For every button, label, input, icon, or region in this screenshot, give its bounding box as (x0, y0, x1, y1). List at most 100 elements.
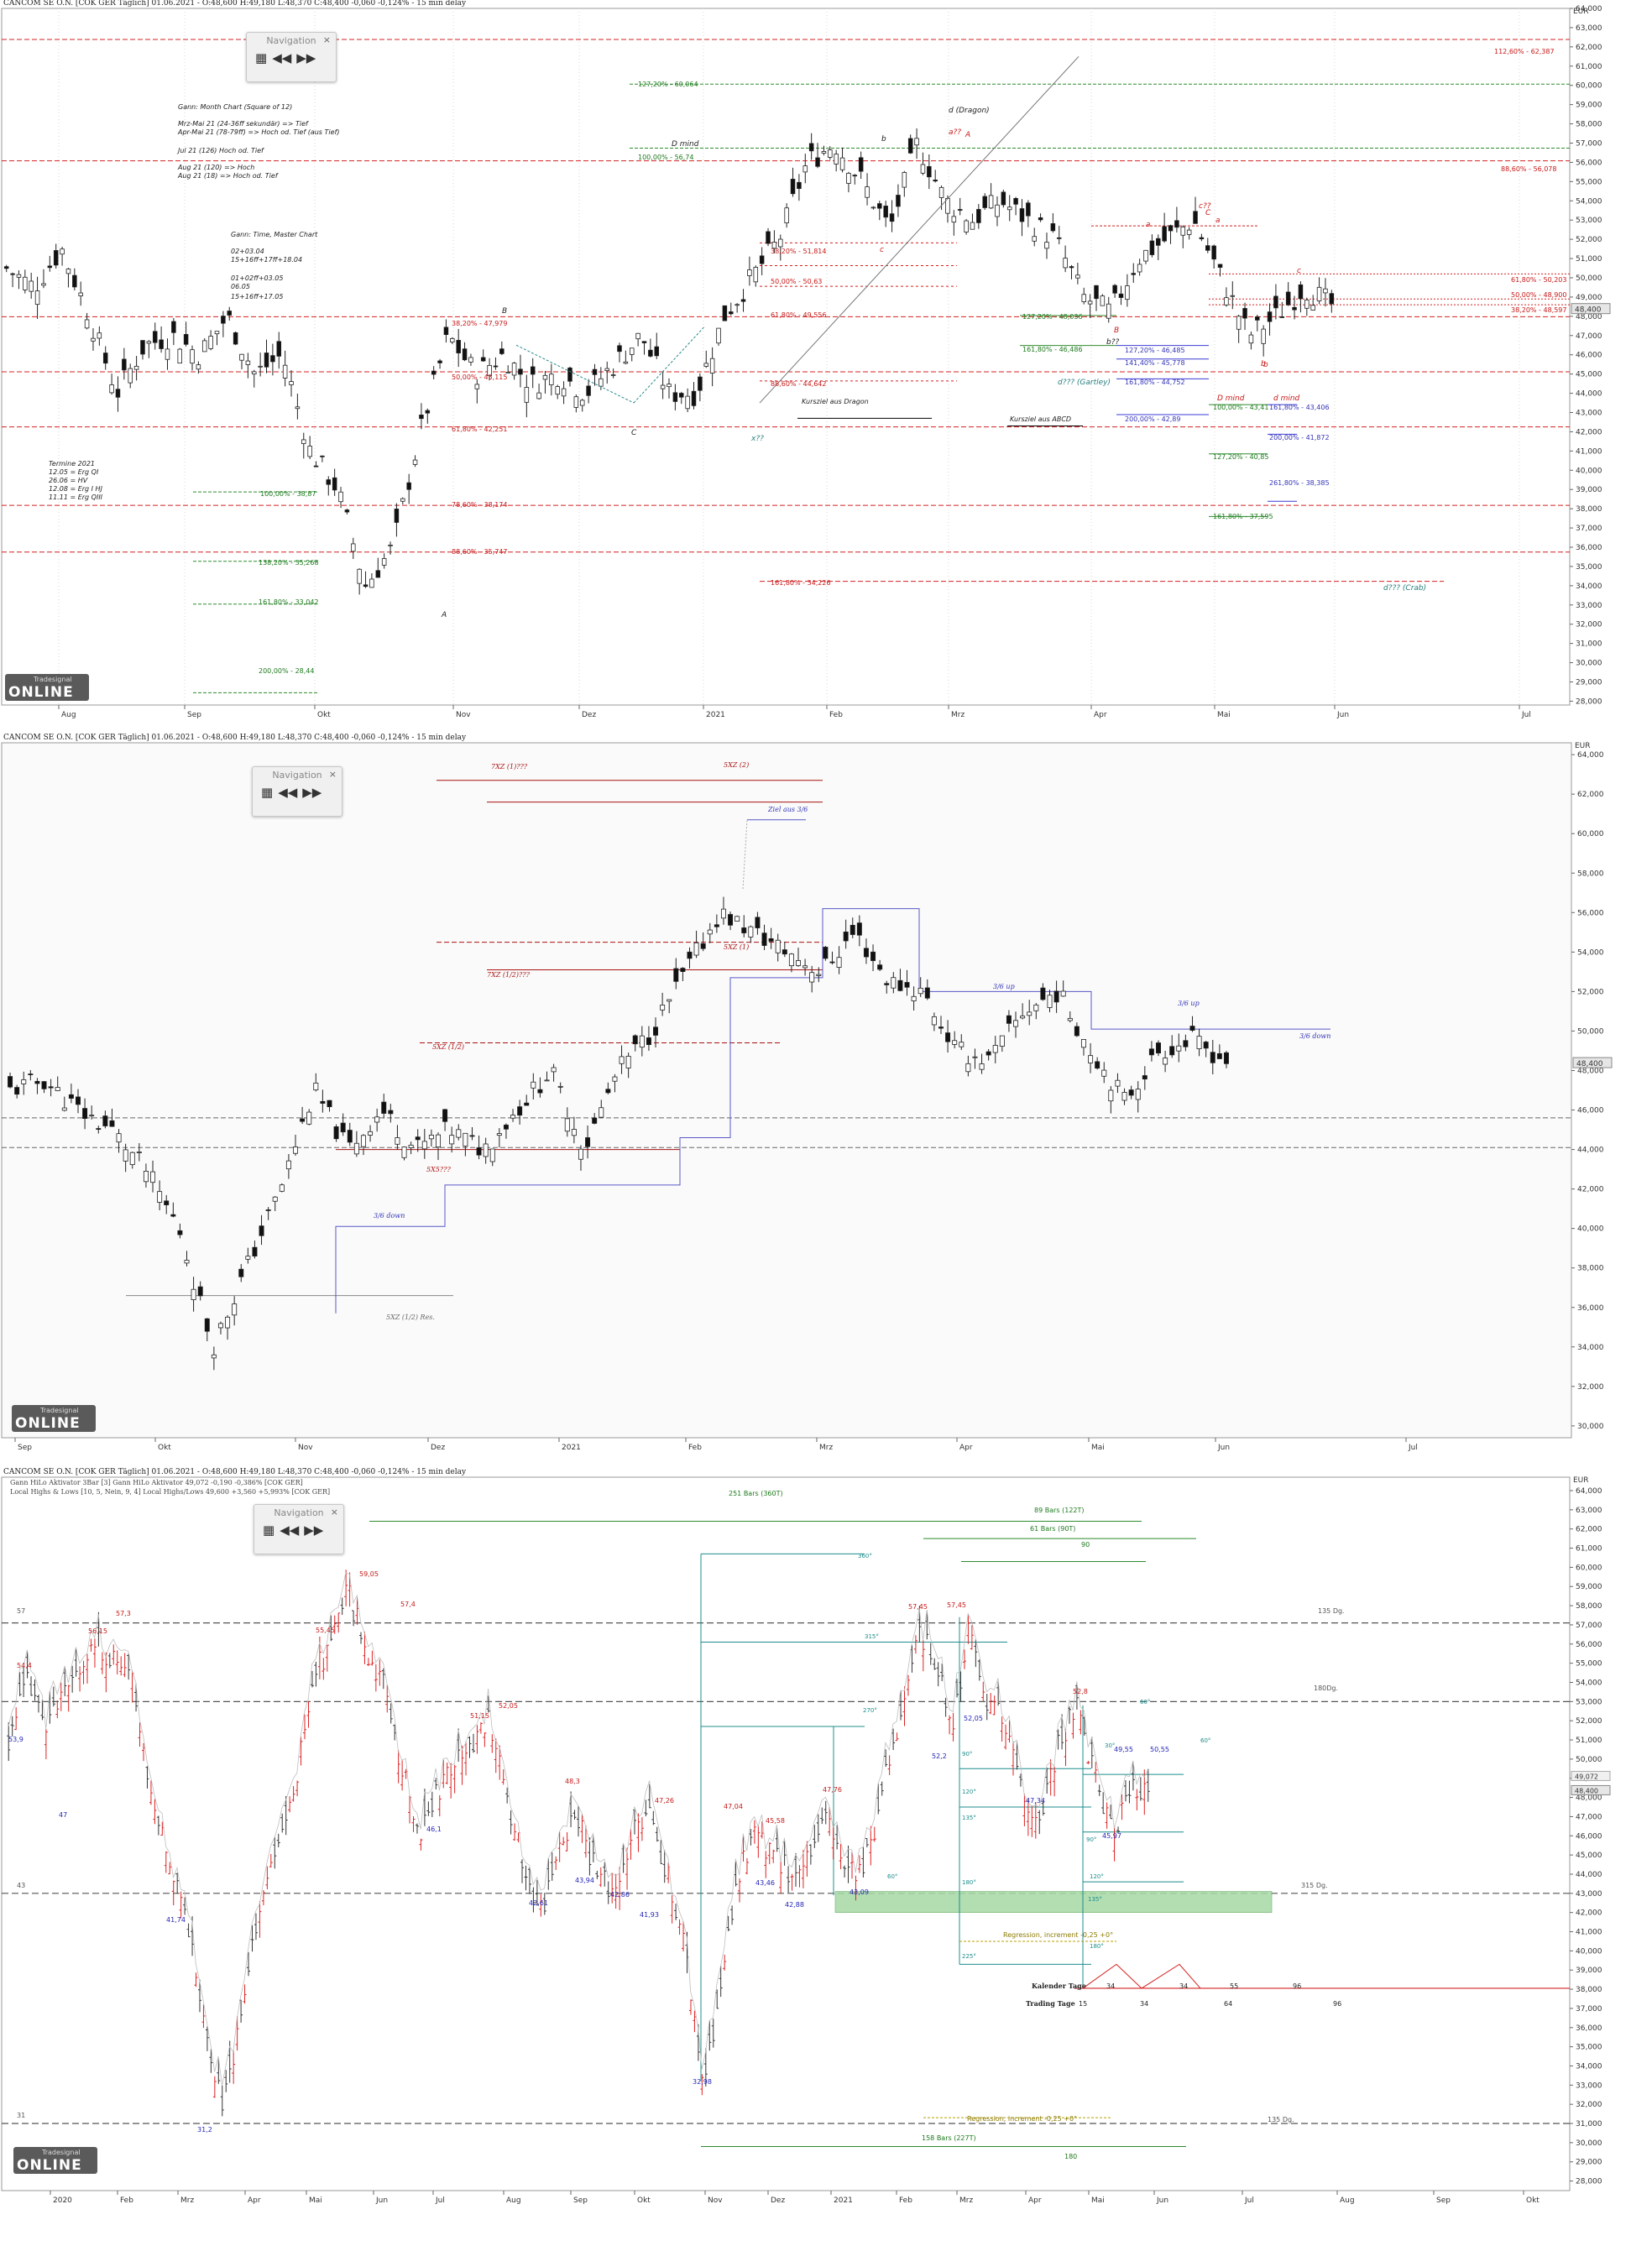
local-high-label: 52,8 (1073, 1688, 1088, 1695)
candle (238, 1268, 244, 1277)
candle (687, 951, 693, 959)
y-tick-label: 41,000 (1576, 1929, 1602, 1937)
candle (1189, 1026, 1195, 1031)
fib-label: 38,20% - 51,814 (771, 248, 826, 255)
candle (865, 186, 870, 198)
candle (957, 209, 963, 211)
grid-icon[interactable]: ▦ (263, 1523, 275, 1538)
candle (985, 1051, 991, 1056)
candle (347, 1130, 353, 1143)
fib-label: 100,00% - 43,41 (1213, 404, 1268, 411)
y-tick-label: 46,000 (1576, 1832, 1602, 1841)
gann-angle-label: 135° (1088, 1896, 1102, 1903)
navigation-panel-3[interactable]: Navigation × ▦ ◀◀ ▶▶ (254, 1504, 344, 1554)
rewind-icon[interactable]: ◀◀ (278, 785, 298, 800)
forward-icon[interactable]: ▶▶ (296, 50, 316, 65)
forward-icon[interactable]: ▶▶ (304, 1523, 324, 1538)
candle (617, 345, 622, 353)
y-tick-label: 40,000 (1576, 467, 1602, 475)
candle (850, 924, 855, 935)
pattern-label: 5XZ (1/2) (432, 1043, 464, 1051)
candle (462, 348, 468, 361)
x-tick-label: Sep (187, 711, 201, 719)
candle (623, 361, 629, 364)
candle (450, 337, 455, 342)
candle (1323, 288, 1328, 294)
rewind-icon[interactable]: ◀◀ (272, 50, 292, 65)
y-tick-label: 55,000 (1576, 1660, 1602, 1669)
candle (673, 968, 679, 982)
candle (573, 396, 579, 408)
candle (1027, 1011, 1032, 1016)
y-tick-label: 50,000 (1576, 1756, 1602, 1764)
y-tick-label: 45,000 (1576, 1852, 1602, 1860)
candle (419, 415, 424, 420)
candle (564, 1118, 570, 1132)
candle (499, 348, 504, 354)
forward-icon[interactable]: ▶▶ (302, 785, 322, 800)
local-high-label: 57,45 (908, 1603, 928, 1611)
fib-label: 127,20% - 40,85 (1213, 453, 1268, 461)
candle (388, 544, 393, 546)
hilo-marker (1571, 1770, 1611, 1781)
candle (579, 400, 585, 406)
y-tick-label: 33,000 (1576, 2081, 1602, 2090)
local-low-label: 43,46 (755, 1879, 775, 1887)
local-high-label: 56,15 (88, 1627, 107, 1635)
candle (537, 1089, 543, 1094)
gann-angle-label: 270° (863, 1707, 877, 1714)
fib-label: 50,00% - 48,900 (1511, 291, 1566, 299)
candle (1217, 264, 1223, 268)
candle (1135, 1089, 1141, 1100)
y-tick-label: 42,000 (1576, 428, 1602, 436)
candle (722, 305, 728, 321)
navigation-panel-2[interactable]: Navigation × ▦ ◀◀ ▶▶ (252, 766, 342, 817)
y-tick-label: 51,000 (1576, 1737, 1602, 1745)
candle (23, 276, 28, 290)
trailing-stop-line (335, 908, 1330, 1314)
fib-label: 78,60% - 38,174 (452, 501, 507, 509)
fib-label: 50,00% - 50,63 (771, 278, 822, 285)
candle (1137, 264, 1142, 273)
y-tick-label: 49,000 (1576, 294, 1602, 302)
navigation-panel-1[interactable]: Navigation × ▦ ◀◀ ▶▶ (246, 32, 337, 82)
candle (190, 349, 195, 364)
candle (846, 173, 851, 184)
candle (327, 1099, 332, 1108)
candle (388, 1110, 394, 1115)
candle (592, 1117, 598, 1124)
grid-icon[interactable]: ▦ (255, 50, 268, 65)
y-tick-label: 30,000 (1576, 2139, 1602, 2148)
candle (667, 384, 672, 388)
candle (836, 957, 842, 968)
x-tick-label: Dez (582, 711, 596, 719)
close-icon[interactable]: × (328, 769, 337, 780)
close-icon[interactable]: × (322, 34, 331, 45)
candle (165, 348, 170, 360)
candle (232, 1303, 238, 1316)
navigation-title: Navigation (274, 1507, 324, 1518)
close-icon[interactable]: × (330, 1507, 338, 1517)
x-tick-label: 2021 (562, 1444, 581, 1452)
axis-unit: EUR (1575, 742, 1591, 750)
fib-label: 50,00% - 45,115 (452, 373, 507, 381)
rewind-icon[interactable]: ◀◀ (280, 1523, 300, 1538)
candle (1075, 274, 1080, 279)
pattern-label: 5XZ (1) (724, 943, 749, 951)
candle (660, 1005, 666, 1011)
candle (1106, 303, 1111, 319)
y-tick-label: 56,000 (1576, 1641, 1602, 1649)
x-tick-label: Apr (959, 1444, 973, 1452)
fib-label: 261,80% - 38,385 (1269, 479, 1330, 487)
y-tick-label: 64,000 (1576, 1487, 1602, 1496)
termine-note: 12.08 = Erg I HJ (49, 485, 103, 493)
x-tick-label: Jun (1156, 2196, 1168, 2205)
x-tick-label: Mrz (819, 1444, 833, 1452)
candle (476, 1147, 482, 1156)
candle (839, 157, 845, 170)
candle (505, 371, 510, 373)
candle (320, 1100, 326, 1104)
grid-icon[interactable]: ▦ (261, 785, 274, 800)
candle (703, 363, 709, 367)
